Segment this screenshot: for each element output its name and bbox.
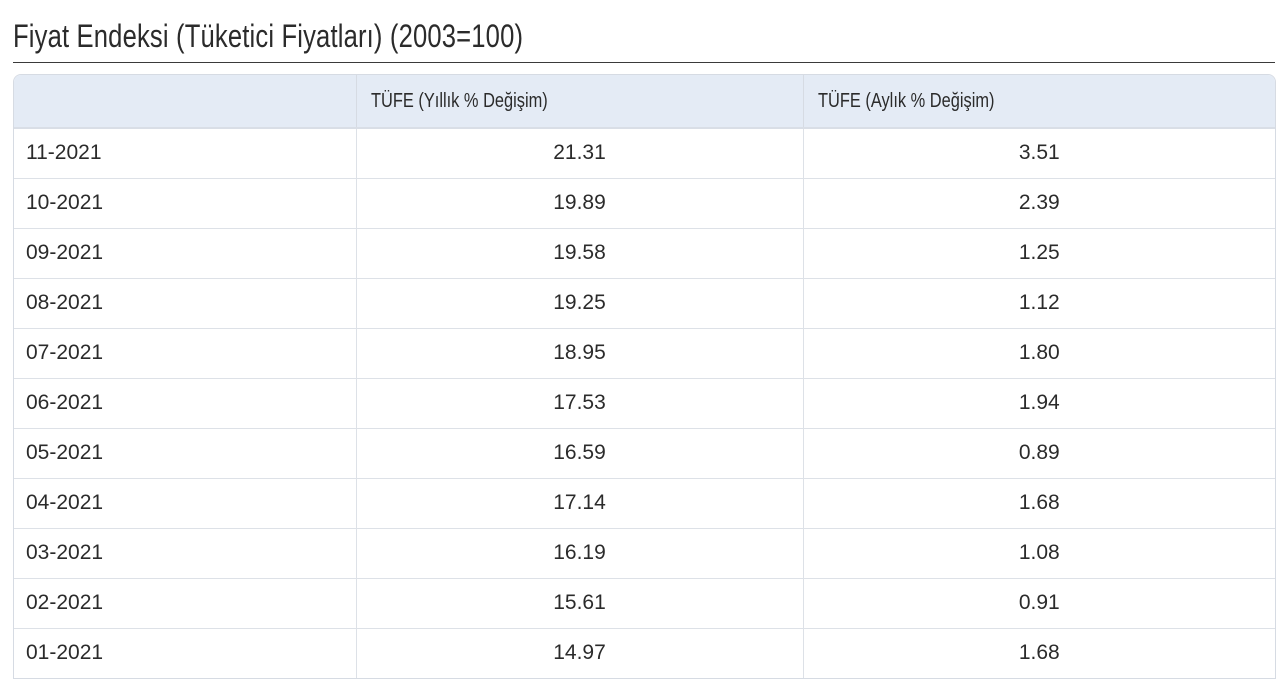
annual-change-cell: 14.97: [355, 628, 803, 678]
annual-change-cell: 17.53: [355, 378, 803, 428]
title-divider: [13, 62, 1275, 63]
annual-change-cell: 19.58: [355, 228, 803, 278]
period-cell: 07-2021: [26, 341, 104, 364]
header-period: [14, 75, 356, 128]
annual-change-cell: 17.14: [355, 478, 803, 528]
monthly-change-cell: 1.08: [802, 528, 1275, 578]
table-row: 01-2021 14.97 1.68: [14, 628, 1275, 678]
period-cell: 04-2021: [26, 491, 104, 514]
table-row: 06-2021 17.53 1.94: [14, 378, 1275, 428]
table-row: 10-2021 19.89 2.39: [14, 178, 1275, 228]
annual-change-cell: 21.31: [355, 128, 803, 178]
period-cell: 06-2021: [26, 391, 104, 414]
period-cell: 03-2021: [26, 541, 104, 564]
monthly-change-cell: 1.68: [802, 628, 1275, 678]
table-row: 03-2021 16.19 1.08: [14, 528, 1275, 578]
period-cell: 01-2021: [26, 641, 104, 665]
monthly-change-cell: 0.89: [802, 428, 1275, 478]
table-body: 11-2021 21.31 3.51 10-2021 19.89 2.39 09…: [14, 128, 1275, 678]
cpi-table: TÜFE (Yıllık % Değişim) TÜFE (Aylık % De…: [14, 75, 1275, 678]
table-row: 07-2021 18.95 1.80: [14, 328, 1275, 378]
monthly-change-cell: 1.12: [802, 278, 1275, 328]
monthly-change-cell: 0.91: [802, 578, 1275, 628]
table-row: 11-2021 21.31 3.51: [14, 128, 1275, 178]
header-monthly-change: TÜFE (Aylık % Değişim): [802, 75, 1275, 128]
table-row: 05-2021 16.59 0.89: [14, 428, 1275, 478]
period-cell: 05-2021: [26, 441, 104, 464]
header-annual-change: TÜFE (Yıllık % Değişim): [355, 75, 803, 128]
monthly-change-cell: 1.80: [802, 328, 1275, 378]
table-row: 02-2021 15.61 0.91: [14, 578, 1275, 628]
monthly-change-cell: 1.25: [802, 228, 1275, 278]
period-cell: 02-2021: [26, 591, 104, 614]
cpi-table-container: TÜFE (Yıllık % Değişim) TÜFE (Aylık % De…: [13, 74, 1276, 679]
period-cell: 10-2021: [26, 191, 104, 214]
monthly-change-cell: 3.51: [802, 128, 1275, 178]
annual-change-cell: 16.59: [355, 428, 803, 478]
page-title: Fiyat Endeksi (Tüketici Fiyatları) (2003…: [13, 18, 524, 54]
monthly-change-cell: 1.94: [802, 378, 1275, 428]
annual-change-cell: 16.19: [355, 528, 803, 578]
table-row: 09-2021 19.58 1.25: [14, 228, 1275, 278]
annual-change-cell: 19.25: [355, 278, 803, 328]
annual-change-cell: 19.89: [355, 178, 803, 228]
table-row: 04-2021 17.14 1.68: [14, 478, 1275, 528]
period-cell: 11-2021: [26, 141, 102, 165]
annual-change-cell: 18.95: [355, 328, 803, 378]
monthly-change-cell: 1.68: [802, 478, 1275, 528]
table-row: 08-2021 19.25 1.12: [14, 278, 1275, 328]
annual-change-cell: 15.61: [355, 578, 803, 628]
period-cell: 09-2021: [26, 241, 104, 264]
monthly-change-cell: 2.39: [802, 178, 1275, 228]
period-cell: 08-2021: [26, 291, 104, 314]
table-header-row: TÜFE (Yıllık % Değişim) TÜFE (Aylık % De…: [14, 75, 1275, 128]
